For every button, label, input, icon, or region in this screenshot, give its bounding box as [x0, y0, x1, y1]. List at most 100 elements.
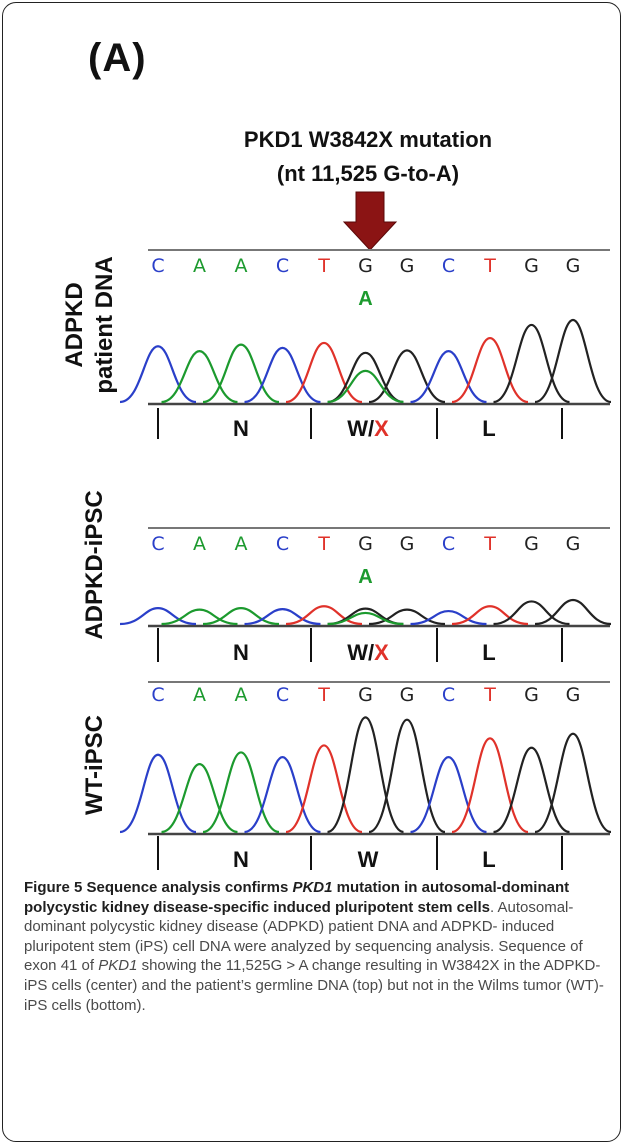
caption-body-gene: PKD1 — [98, 957, 138, 975]
secondary-base-call: A — [358, 566, 372, 588]
trace-peak — [119, 607, 197, 626]
amino-acid-label: L — [482, 847, 495, 870]
amino-acid-label: W/X — [347, 416, 389, 441]
track-label-line: ADPKD — [61, 282, 88, 367]
base-call: A — [193, 684, 206, 706]
base-call: T — [483, 533, 496, 555]
base-call: G — [400, 533, 415, 555]
amino-acid-wt: L — [482, 847, 495, 870]
amino-acid-wt: W/ — [347, 640, 374, 665]
trace-peak — [493, 746, 570, 834]
base-call: G — [566, 255, 581, 277]
amino-acid-wt: W — [358, 847, 379, 870]
trace-peak — [161, 350, 238, 404]
track-1: ADPKD-iPSC C A A C T G G C T G GAN W/X L — [81, 490, 612, 665]
secondary-trace-peak — [327, 611, 404, 626]
base-call: A — [193, 255, 206, 277]
trace-peak — [202, 343, 280, 404]
figure-caption: Figure 5 Sequence analysis confirms PKD1… — [24, 879, 604, 1014]
trace-peak — [119, 753, 197, 834]
track-label-line: WT-iPSC — [81, 715, 108, 815]
base-call: T — [317, 255, 330, 277]
trace-peak — [534, 318, 612, 404]
trace-peak — [368, 718, 446, 834]
trace-peak — [327, 716, 404, 834]
base-call: G — [524, 255, 539, 277]
trace-peak — [285, 744, 363, 834]
mutation-title: PKD1 W3842X mutation — [244, 127, 492, 152]
base-call: C — [442, 533, 455, 555]
amino-acid-wt: L — [482, 640, 495, 665]
base-call: G — [566, 684, 581, 706]
trace-peak — [161, 763, 238, 834]
trace-peak — [493, 323, 570, 404]
trace-peak — [534, 598, 612, 626]
base-call: C — [276, 533, 289, 555]
base-call: C — [151, 533, 164, 555]
base-call: A — [235, 684, 248, 706]
base-call: A — [235, 533, 248, 555]
mutation-arrow-icon — [342, 191, 398, 251]
amino-acid-wt: W/ — [347, 416, 374, 441]
track-2: WT-iPSC C A A C T G G C T G G N W L — [81, 681, 612, 870]
amino-acid-wt: L — [482, 416, 495, 441]
base-call: G — [524, 684, 539, 706]
amino-acid-wt: N — [233, 847, 249, 870]
mutation-title-group: PKD1 W3842X mutation (nt 11,525 G-to-A) — [244, 127, 492, 186]
base-call: T — [483, 684, 496, 706]
base-call: T — [317, 533, 330, 555]
amino-acid-mutant: X — [374, 640, 389, 665]
trace-peak — [534, 732, 612, 834]
trace-peak — [451, 336, 529, 404]
base-call: G — [400, 255, 415, 277]
caption-fig-number: Figure 5 — [24, 879, 83, 896]
base-call: G — [524, 533, 539, 555]
base-call: C — [442, 684, 455, 706]
caption-title: Figure 5 Sequence analysis confirms PKD1… — [24, 879, 570, 916]
caption-body: . Autosomal-dominant polycystic kidney d… — [24, 898, 583, 975]
base-call: G — [358, 255, 373, 277]
trace-peak — [161, 608, 238, 626]
amino-acid-label: W — [358, 847, 379, 870]
secondary-base-call: A — [358, 288, 372, 310]
base-call: C — [151, 255, 164, 277]
amino-acid-label: W/X — [347, 640, 389, 665]
base-call: G — [358, 684, 373, 706]
amino-acid-label: L — [482, 416, 495, 441]
trace-peak — [327, 351, 404, 404]
trace-peak — [451, 737, 529, 834]
trace-peak — [451, 605, 529, 626]
trace-peak — [410, 609, 487, 626]
trace-peak — [244, 756, 321, 834]
base-call: C — [276, 255, 289, 277]
amino-acid-mutant: X — [374, 416, 389, 441]
trace-peak — [368, 608, 446, 626]
trace-peak — [202, 751, 280, 834]
base-call: C — [151, 684, 164, 706]
mutation-subtitle: (nt 11,525 G-to-A) — [277, 161, 459, 186]
base-call: A — [235, 255, 248, 277]
base-call: C — [276, 684, 289, 706]
trace-peak — [202, 607, 280, 626]
trace-peak — [410, 350, 487, 404]
amino-acid-wt: N — [233, 416, 249, 441]
track-label-line: patient DNA — [91, 256, 118, 393]
base-call: A — [193, 533, 206, 555]
caption-gene-name: PKD1 — [292, 879, 333, 896]
base-call: T — [317, 684, 330, 706]
trace-peak — [244, 346, 321, 404]
amino-acid-label: L — [482, 640, 495, 665]
chromatogram-figure: PKD1 W3842X mutation (nt 11,525 G-to-A) … — [61, 127, 612, 870]
trace-peak — [410, 756, 487, 834]
track-label: WT-iPSC — [81, 715, 108, 815]
trace-peak — [493, 600, 570, 626]
base-call: G — [566, 533, 581, 555]
track-0: ADPKD patient DNA C A A C T G G C T G GAN W/X L — [61, 249, 612, 441]
track-label-line: ADPKD-iPSC — [81, 490, 108, 639]
trace-peak — [244, 608, 321, 626]
secondary-trace-peak — [327, 369, 404, 404]
amino-acid-wt: N — [233, 640, 249, 665]
base-call: C — [442, 255, 455, 277]
track-label: ADPKD-iPSC — [81, 490, 108, 639]
